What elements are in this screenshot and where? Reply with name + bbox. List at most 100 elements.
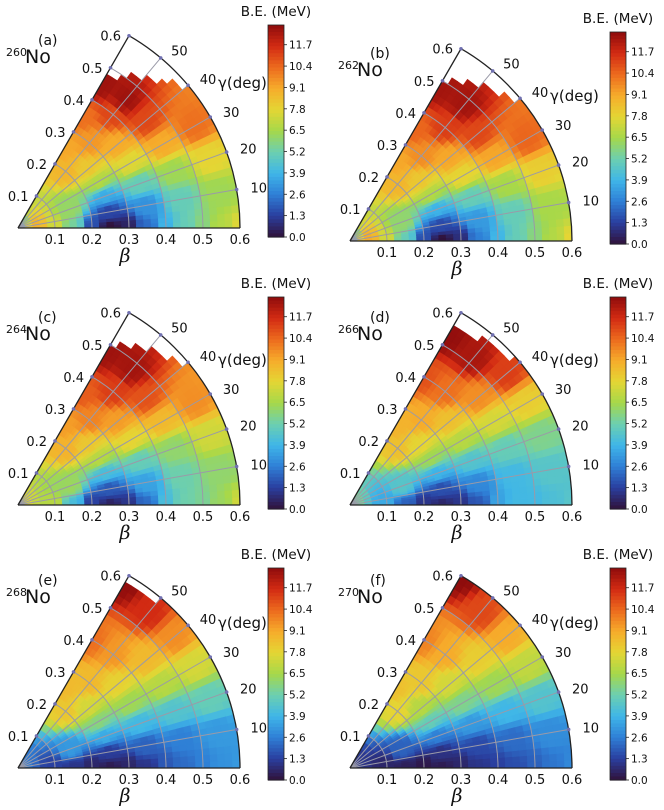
colorbar-segment (268, 385, 284, 390)
beta-tick-label: 0.6 (230, 510, 251, 525)
heatmap-cell (526, 221, 535, 229)
edge-marker (90, 375, 94, 379)
edge-marker (71, 407, 76, 411)
colorbar-segment (268, 346, 284, 351)
beta-tick-label: 0.4 (156, 773, 177, 788)
colorbar-segment (610, 392, 626, 397)
colorbar-segment (610, 162, 626, 167)
colorbar-segment (268, 205, 284, 210)
colorbar-segment (268, 350, 284, 355)
colorbar-segment (268, 222, 284, 227)
gamma-tick-label: 40 (200, 73, 217, 88)
colorbar-segment (610, 420, 626, 425)
radial-tick-label: 0.6 (100, 570, 121, 585)
heatmap-cell (216, 213, 226, 222)
colorbar-segment (610, 434, 626, 439)
nucleus-mass-number: 266 (338, 323, 359, 336)
heatmap-cell (224, 497, 233, 506)
colorbar-segment (268, 403, 284, 408)
colorbar-segment (268, 35, 284, 40)
gamma-tick-label: 10 (250, 459, 267, 474)
arc-marker (186, 623, 190, 628)
gamma-tick-label: 10 (582, 195, 599, 210)
colorbar-segment (610, 321, 626, 326)
heatmap-cell (143, 763, 152, 769)
heatmap-cell (475, 495, 484, 501)
arc-marker (186, 83, 190, 88)
colorbar-segment (610, 473, 626, 478)
heatmap-cell (223, 745, 233, 754)
edge-marker (403, 407, 408, 411)
gamma-tick-label: 20 (240, 420, 257, 435)
colorbar-segment (268, 599, 284, 604)
colorbar-segment (610, 127, 626, 132)
colorbar-segment (268, 304, 284, 309)
gamma-tick-label: 50 (503, 57, 520, 72)
colorbar-segment (268, 456, 284, 461)
colorbar-segment (610, 456, 626, 461)
heatmap-cell (216, 483, 226, 492)
colorbar-segment (268, 659, 284, 664)
colorbar-segment (610, 198, 626, 203)
heatmap-cell (511, 222, 521, 230)
beta-axis-title: β (119, 522, 131, 544)
beta-tick-label: 0.5 (193, 510, 214, 525)
colorbar-segment (268, 53, 284, 58)
colorbar-segment (268, 501, 284, 507)
colorbar-segment (610, 176, 626, 181)
colorbar-segment (268, 498, 284, 503)
colorbar-segment (610, 388, 626, 393)
colorbar-segment (268, 463, 284, 468)
heatmap-cell (180, 761, 189, 769)
colorbar-tick-label: 5.2 (289, 419, 306, 431)
heatmap-cell (172, 756, 182, 763)
colorbar-segment (610, 194, 626, 199)
colorbar-segment (268, 184, 284, 189)
colorbar-segment (610, 229, 626, 234)
radial-tick-label: 0.4 (395, 371, 416, 386)
colorbar-segment (610, 364, 626, 369)
radial-tick-label: 0.5 (82, 339, 103, 354)
colorbar-tick-label: 10.4 (289, 61, 313, 73)
colorbar-segment (268, 494, 284, 499)
heatmap-cell (216, 746, 226, 755)
colorbar-segment (268, 606, 284, 611)
colorbar-segment (268, 652, 284, 657)
beta-tick-label: 0.6 (230, 773, 251, 788)
edge-marker (34, 734, 39, 738)
colorbar-tick-label: 3.9 (289, 168, 306, 180)
colorbar-segment (268, 459, 284, 464)
radial-tick-label: 0.3 (45, 403, 66, 418)
gamma-tick-label: 20 (240, 143, 257, 158)
edge-marker (53, 702, 57, 706)
beta-tick-label: 0.5 (193, 773, 214, 788)
colorbar-segment (610, 381, 626, 386)
colorbar-segment (610, 360, 626, 365)
edge-marker (34, 194, 39, 198)
heatmap-cell (475, 500, 484, 506)
arc-marker (566, 464, 571, 469)
heatmap-cell (157, 757, 167, 764)
heatmap-cell (526, 491, 536, 500)
colorbar-segment (268, 39, 284, 44)
heatmap-cell (143, 218, 152, 224)
colorbar-segment (268, 191, 284, 196)
colorbar-segment (268, 198, 284, 203)
colorbar-segment (610, 39, 626, 44)
arc-marker (556, 163, 561, 167)
arc-marker (208, 115, 213, 119)
colorbar-segment (268, 603, 284, 608)
colorbar-segment (610, 49, 626, 54)
arc-marker (158, 333, 163, 337)
colorbar-segment (268, 621, 284, 626)
colorbar-segment (268, 32, 284, 37)
colorbar-segment (610, 463, 626, 468)
colorbar-segment (610, 378, 626, 383)
colorbar-segment (268, 85, 284, 90)
colorbar-segment (268, 307, 284, 312)
heatmap-cell (489, 494, 499, 501)
panel-c: 0.1 0.2 0.3 0.4 0.5 0.60.10.20.30.40.50.61020… (6, 276, 313, 544)
edge-marker (459, 310, 463, 315)
colorbar: 11.710.49.17.86.55.23.92.61.30.0B.E. (Me… (241, 4, 313, 244)
arc-marker (490, 69, 495, 73)
